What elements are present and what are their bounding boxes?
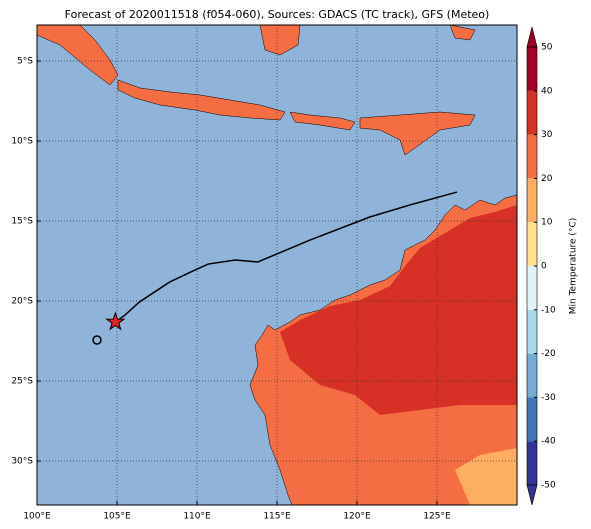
- y-tick-label: 25°S: [11, 377, 33, 387]
- start-position: [92, 335, 102, 345]
- land: [36, 24, 518, 506]
- colorbar-segment: [527, 441, 537, 485]
- x-tick-label: 120°E: [343, 512, 371, 522]
- colorbar-tick-label: -40: [541, 437, 556, 447]
- colorbar-tick-label: 20: [541, 174, 553, 184]
- y-tick-label: 30°S: [11, 457, 33, 467]
- x-tick-label: 105°E: [103, 512, 131, 522]
- y-tick-label: 10°S: [11, 137, 33, 147]
- x-tick-label: 110°E: [183, 512, 211, 522]
- colorbar-tick-label: 30: [541, 130, 553, 140]
- colorbar-tick-label: -20: [541, 349, 556, 359]
- colorbar-segment: [527, 266, 537, 310]
- colorbar-label: Min Temperature (°C): [569, 218, 579, 315]
- colorbar-segment: [527, 134, 537, 179]
- colorbar-tick-label: -50: [541, 481, 556, 491]
- colorbar-extend-low: [526, 484, 538, 506]
- colorbar-tick-label: -10: [541, 305, 556, 315]
- y-tick-label: 5°S: [17, 57, 33, 67]
- colorbar-extend-high: [526, 26, 538, 48]
- y-tick-label: 15°S: [11, 217, 33, 227]
- colorbar-segment: [527, 353, 537, 398]
- colorbar-segment: [527, 222, 537, 266]
- tc-track: [114, 191, 458, 323]
- colorbar-tick-label: 10: [541, 218, 553, 228]
- colorbar-segment: [527, 47, 537, 91]
- colorbar-tick-label: 40: [541, 86, 553, 96]
- colorbar-tick-label: -30: [541, 393, 556, 403]
- y-tick-label: 20°S: [11, 297, 33, 307]
- colorbar-segment: [527, 309, 537, 354]
- colorbar-tick-label: 0: [541, 262, 547, 272]
- title: Forecast of 2020011518 (f054-060), Sourc…: [65, 8, 490, 21]
- colorbar-tick-label: 50: [541, 43, 553, 53]
- colorbar-segment: [527, 178, 537, 223]
- x-tick-label: 125°E: [423, 512, 451, 522]
- x-tick-label: 100°E: [23, 512, 51, 522]
- colorbar-segment: [527, 397, 537, 442]
- x-tick-label: 115°E: [263, 512, 291, 522]
- current-position: [105, 311, 126, 331]
- colorbar-segment: [527, 90, 537, 135]
